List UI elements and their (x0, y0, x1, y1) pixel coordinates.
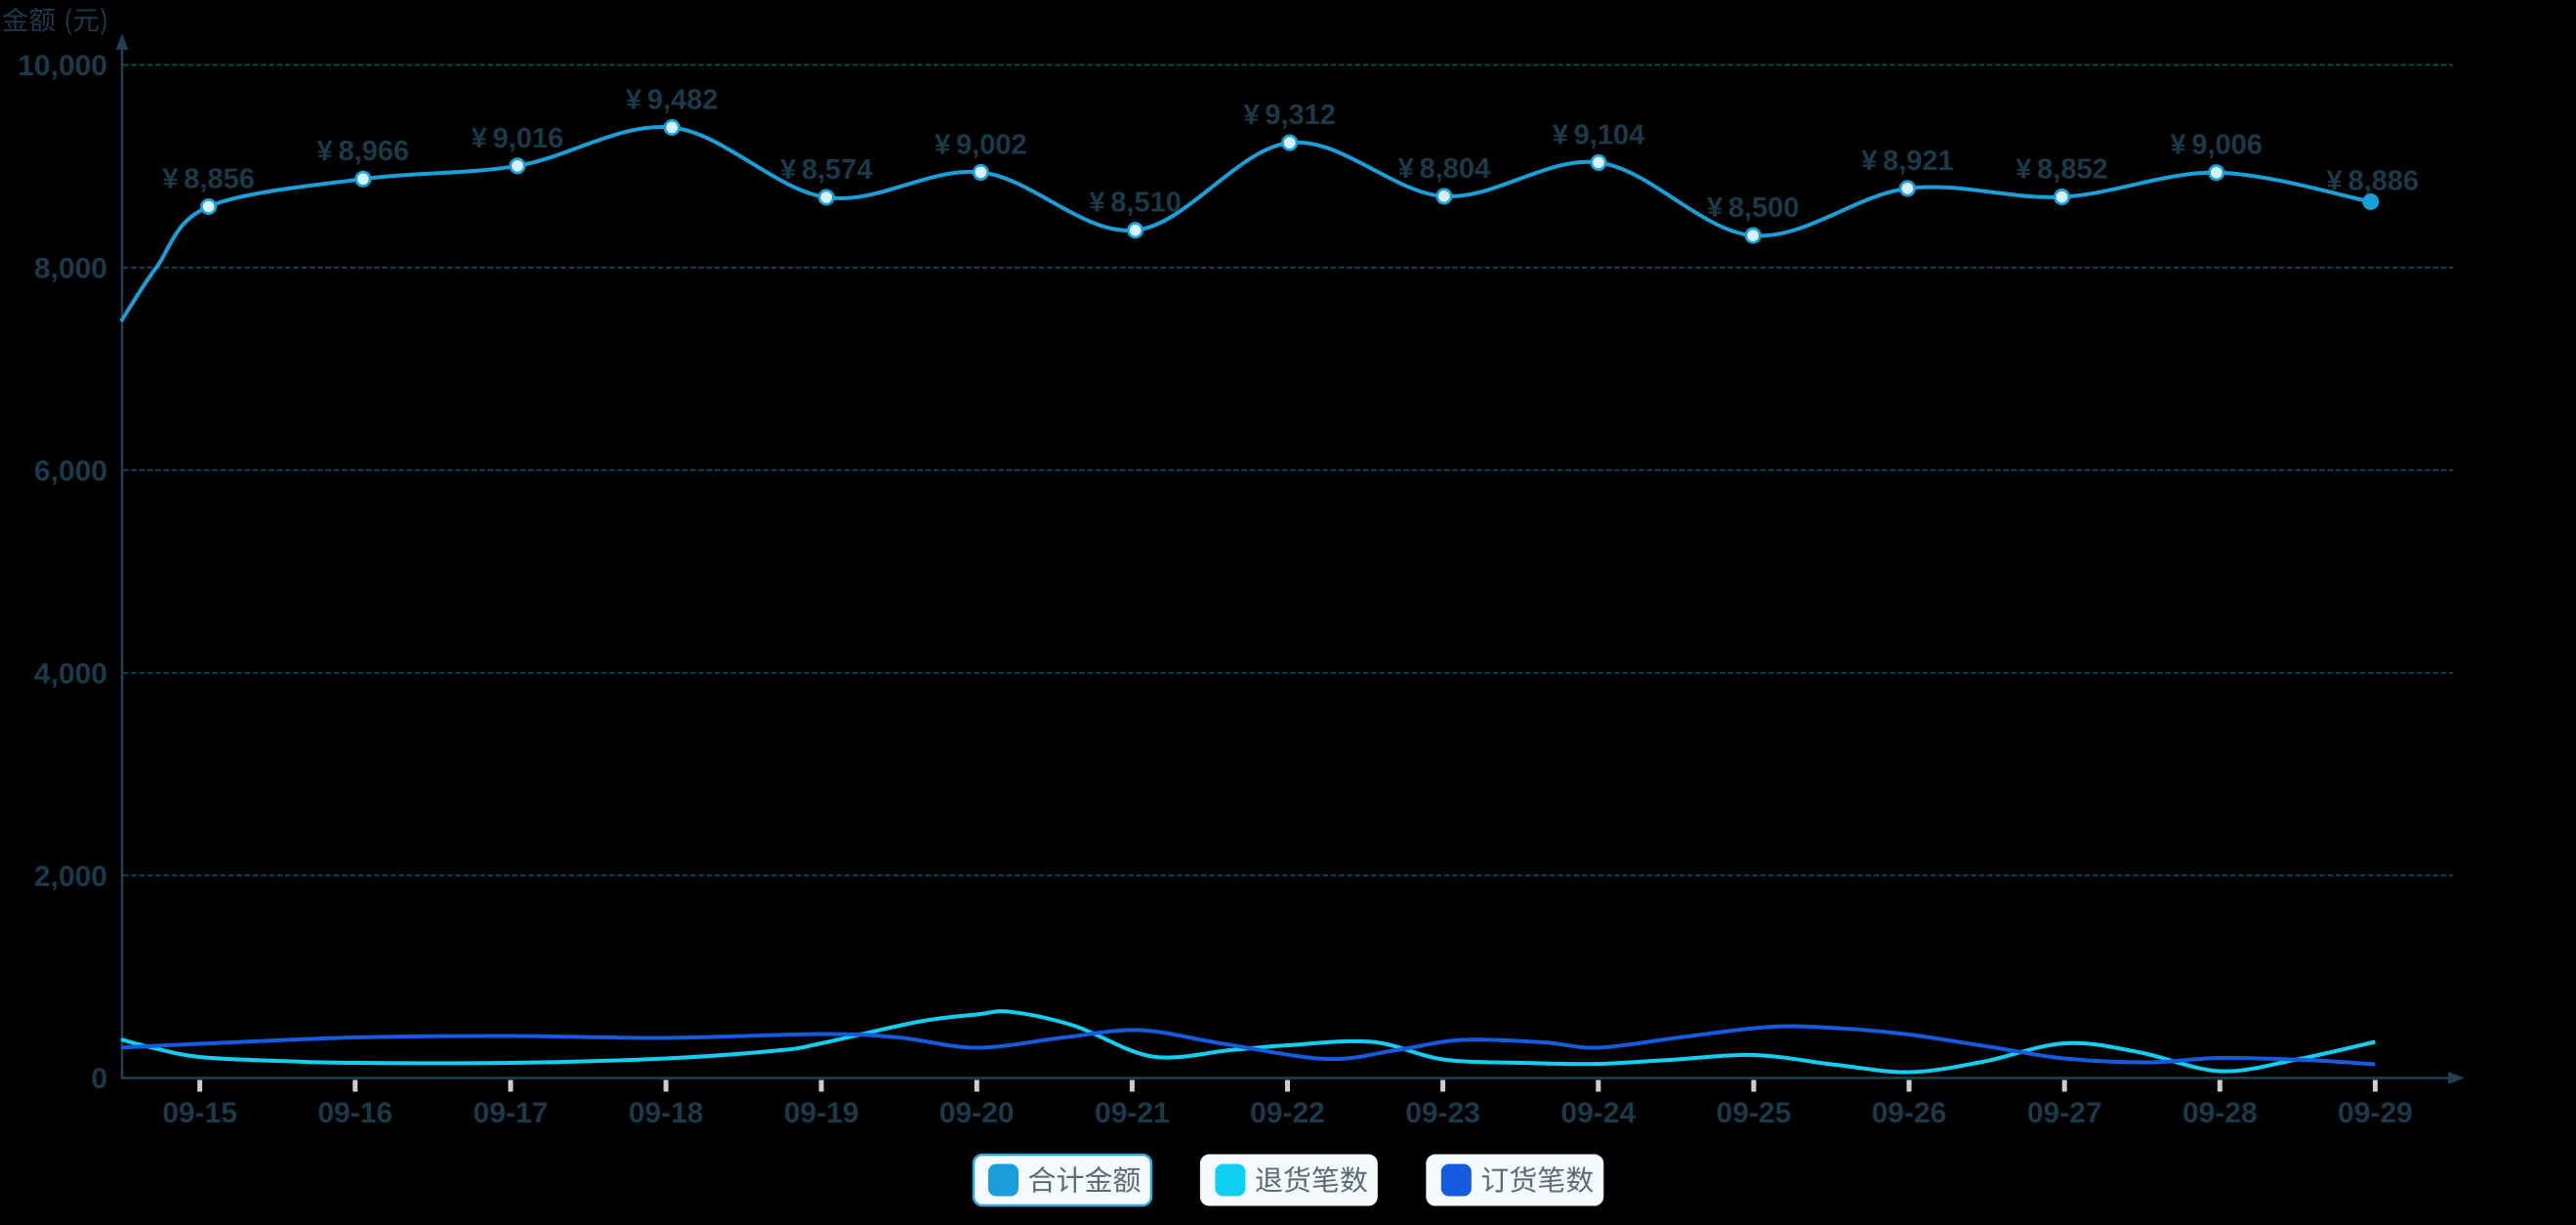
svg-text:09-21: 09-21 (1095, 1097, 1170, 1129)
svg-text:09-27: 09-27 (2027, 1097, 2102, 1129)
svg-text:¥ 8,856: ¥ 8,856 (162, 164, 255, 195)
svg-text:09-25: 09-25 (1717, 1097, 1792, 1129)
svg-text:09-23: 09-23 (1405, 1097, 1480, 1129)
svg-text:09-28: 09-28 (2182, 1097, 2258, 1129)
svg-text:¥ 8,921: ¥ 8,921 (1861, 146, 1954, 177)
svg-text:09-17: 09-17 (474, 1097, 549, 1129)
svg-text:09-22: 09-22 (1250, 1097, 1325, 1129)
svg-text:¥ 8,886: ¥ 8,886 (2327, 166, 2420, 197)
svg-text:10,000: 10,000 (18, 50, 107, 82)
svg-text:¥ 9,002: ¥ 9,002 (935, 129, 1027, 160)
svg-text:¥ 9,006: ¥ 9,006 (2170, 130, 2263, 161)
svg-text:¥ 8,804: ¥ 8,804 (1398, 153, 1491, 185)
svg-text:09-29: 09-29 (2338, 1097, 2413, 1129)
svg-text:6,000: 6,000 (34, 455, 107, 487)
svg-text:¥ 8,574: ¥ 8,574 (780, 154, 873, 186)
svg-text:09-19: 09-19 (784, 1097, 859, 1129)
svg-text:¥ 8,510: ¥ 8,510 (1089, 188, 1182, 219)
svg-text:2,000: 2,000 (34, 861, 107, 893)
svg-text:¥ 8,852: ¥ 8,852 (2015, 154, 2108, 186)
svg-text:09-16: 09-16 (317, 1097, 393, 1129)
svg-text:¥ 8,500: ¥ 8,500 (1707, 192, 1800, 224)
svg-text:¥ 9,104: ¥ 9,104 (1553, 119, 1645, 150)
svg-text:09-24: 09-24 (1560, 1097, 1636, 1129)
svg-text:¥ 9,482: ¥ 9,482 (626, 85, 719, 116)
svg-text:09-26: 09-26 (1872, 1097, 1947, 1129)
svg-text:¥ 8,966: ¥ 8,966 (317, 136, 410, 167)
svg-text:8,000: 8,000 (34, 253, 107, 285)
svg-text:09-18: 09-18 (629, 1097, 704, 1129)
svg-text:¥ 9,312: ¥ 9,312 (1243, 100, 1336, 131)
svg-text:09-15: 09-15 (162, 1097, 237, 1129)
svg-text:0: 0 (91, 1063, 107, 1095)
svg-text:09-20: 09-20 (939, 1097, 1015, 1129)
svg-text:4,000: 4,000 (34, 657, 107, 690)
svg-text:¥ 9,016: ¥ 9,016 (472, 123, 564, 154)
